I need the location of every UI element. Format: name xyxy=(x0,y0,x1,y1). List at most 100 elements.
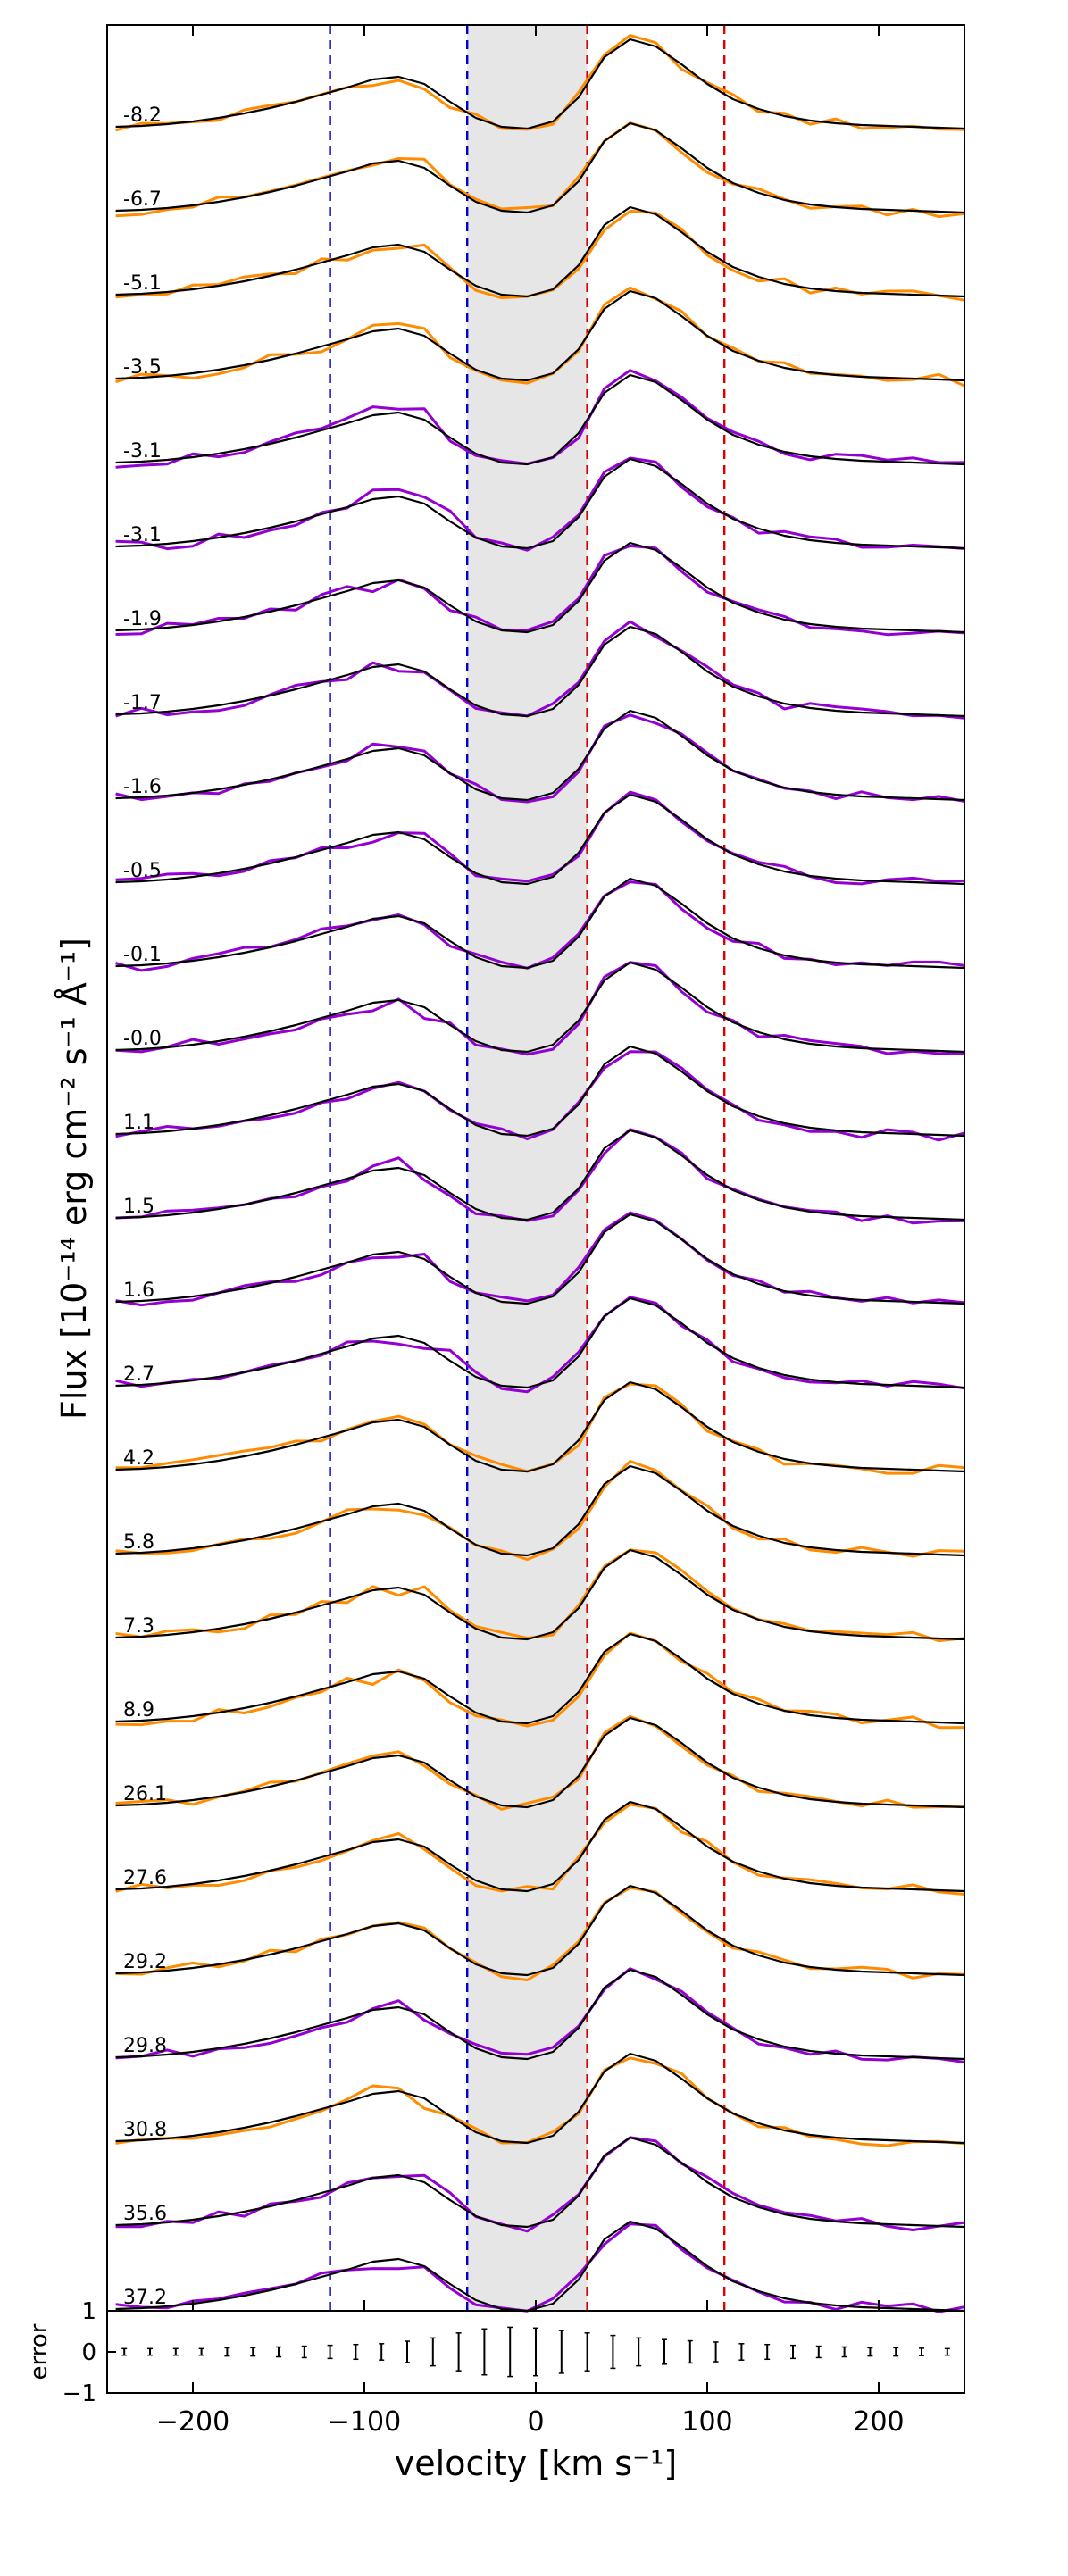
error-bar-9 xyxy=(327,2344,333,2360)
spectrum-8 xyxy=(115,620,965,720)
observed-line-6 xyxy=(115,456,965,552)
spectrum-label-12: -0.0 xyxy=(123,1028,162,1050)
observed-line-25 xyxy=(115,2056,965,2147)
model-line-11 xyxy=(115,877,965,970)
error-bar-15 xyxy=(481,2328,488,2376)
spectrum-label-19: 7.3 xyxy=(123,1615,154,1638)
spectrum-label-24: 29.8 xyxy=(123,2035,167,2057)
observed-line-8 xyxy=(115,620,965,720)
spectrum-2 xyxy=(115,121,965,219)
error-bar-21 xyxy=(636,2337,642,2367)
observed-line-12 xyxy=(115,961,964,1056)
model-line-23 xyxy=(115,1884,965,1977)
error-y-tick-label-1: 1 xyxy=(81,2298,96,2325)
error-bar-4 xyxy=(198,2347,204,2356)
observed-line-15 xyxy=(115,1211,965,1307)
model-line-12 xyxy=(115,961,965,1054)
spectrum-1 xyxy=(115,34,965,132)
observed-line-20 xyxy=(115,1631,965,1730)
error-panel: −200 −100 0 100 200 1 0 −1 xyxy=(63,2298,965,2438)
spectrum-22 xyxy=(115,1800,965,1896)
spectrum-19 xyxy=(115,1548,965,1643)
error-bar-31 xyxy=(893,2347,899,2357)
error-axis-label: error xyxy=(26,2323,53,2380)
error-bar-11 xyxy=(379,2343,385,2361)
x-tick-label-2: −100 xyxy=(328,2406,401,2438)
shaded-velocity-band xyxy=(467,25,588,2311)
error-x-ticks: −200 −100 0 100 200 xyxy=(156,2382,905,2438)
error-bar-3 xyxy=(172,2347,179,2356)
spectrum-labels: -8.2 -6.7 -5.1 -3.5 -3.1 -3.1 -1.9 -1.7 -1.6 -0.5… xyxy=(123,104,167,2309)
spectrum-16 xyxy=(115,1296,965,1394)
spectrum-24 xyxy=(115,1967,965,2063)
spectrum-label-15: 1.6 xyxy=(123,1280,154,1302)
error-bar-32 xyxy=(919,2347,924,2356)
spectrum-7 xyxy=(115,541,965,637)
error-bar-18 xyxy=(558,2330,564,2374)
model-line-19 xyxy=(115,1548,965,1641)
error-bar-1 xyxy=(121,2347,128,2356)
spectrum-5 xyxy=(115,369,965,469)
spectrum-27 xyxy=(115,2220,965,2313)
model-line-27 xyxy=(115,2220,965,2313)
error-bar-16 xyxy=(507,2326,513,2378)
error-bar-26 xyxy=(764,2343,771,2361)
model-line-2 xyxy=(115,121,965,214)
spectrum-11 xyxy=(115,877,965,972)
observed-line-21 xyxy=(115,1714,965,1811)
model-line-7 xyxy=(115,541,965,634)
spectra-x-ticks xyxy=(192,25,880,2311)
spectrum-label-25: 30.8 xyxy=(123,2119,167,2141)
model-line-14 xyxy=(115,1129,965,1221)
error-bar-14 xyxy=(455,2332,462,2372)
model-line-4 xyxy=(115,289,965,382)
model-line-18 xyxy=(115,1464,965,1557)
model-line-25 xyxy=(115,2052,965,2145)
spectrum-label-10: -0.5 xyxy=(123,860,162,882)
model-line-3 xyxy=(115,205,965,298)
spectrum-9 xyxy=(115,709,965,804)
spectrum-13 xyxy=(115,1045,965,1142)
spectrum-label-17: 4.2 xyxy=(123,1447,154,1470)
model-line-6 xyxy=(115,457,965,550)
spectrum-4 xyxy=(115,286,965,388)
spectrum-label-18: 5.8 xyxy=(123,1531,154,1554)
error-bar-6 xyxy=(250,2347,256,2357)
spectrum-14 xyxy=(115,1128,965,1225)
error-bar-22 xyxy=(662,2338,667,2365)
model-line-1 xyxy=(115,38,965,130)
observed-line-18 xyxy=(115,1460,965,1562)
x-tick-label-5: 200 xyxy=(853,2406,904,2438)
model-line-5 xyxy=(115,373,965,466)
spectrum-26 xyxy=(115,2136,965,2233)
model-line-15 xyxy=(115,1213,965,1305)
spectrum-15 xyxy=(115,1211,965,1307)
observed-line-27 xyxy=(115,2222,965,2313)
spectrum-label-23: 29.2 xyxy=(123,1951,167,1973)
model-line-9 xyxy=(115,709,965,802)
error-bar-24 xyxy=(713,2341,719,2363)
spectrum-label-11: -0.1 xyxy=(123,944,162,966)
spectrum-label-3: -5.1 xyxy=(123,272,162,295)
spectra-traces xyxy=(115,34,965,2313)
spectrum-label-9: -1.6 xyxy=(123,776,162,798)
error-y-ticks: 1 0 −1 xyxy=(63,2298,116,2407)
spectrum-17 xyxy=(115,1380,965,1475)
error-bar-33 xyxy=(944,2347,950,2356)
error-bar-17 xyxy=(533,2327,538,2377)
model-line-22 xyxy=(115,1800,965,1893)
model-line-26 xyxy=(115,2136,965,2229)
spectrum-label-4: -3.5 xyxy=(123,356,162,379)
spectrum-label-16: 2.7 xyxy=(123,1363,154,1386)
spectrum-18 xyxy=(115,1460,965,1562)
spectrum-label-26: 35.6 xyxy=(123,2203,167,2225)
error-bar-28 xyxy=(815,2345,822,2359)
error-bar-25 xyxy=(738,2343,745,2361)
error-bar-20 xyxy=(610,2334,616,2370)
model-line-8 xyxy=(115,625,965,718)
spectrum-12 xyxy=(115,961,965,1056)
error-bar-7 xyxy=(276,2346,281,2358)
spectrum-label-5: -3.1 xyxy=(123,440,162,463)
spectrum-label-27: 37.2 xyxy=(123,2287,167,2309)
